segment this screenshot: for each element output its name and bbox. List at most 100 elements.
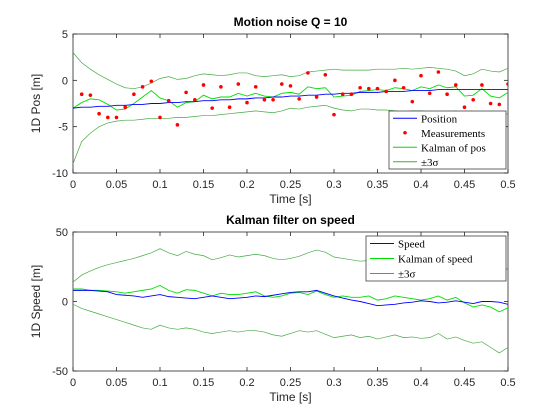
- position-measurement-point: [79, 92, 84, 97]
- speed-legend-label: Speed: [398, 239, 425, 251]
- speed-chart-title: Kalman filter on speed: [226, 213, 355, 227]
- position-legend-label: ±3σ: [421, 157, 439, 169]
- position-x-tick-label: 0: [70, 179, 76, 191]
- position-measurement-point: [340, 92, 345, 97]
- position-measurement-point: [271, 97, 275, 102]
- position-legend: Position Measurements Kalman of pos ±3σ: [388, 110, 507, 170]
- speed-legend: Speed Kalman of speed ±3σ: [365, 235, 507, 282]
- position-measurement-point: [323, 72, 328, 77]
- position-measurement-point: [349, 92, 354, 97]
- position-chart-title: Motion noise Q = 10: [234, 15, 348, 29]
- position-measurement-point: [436, 70, 441, 74]
- position-measurement-point: [262, 97, 267, 102]
- speed-x-tick-label: 0.2: [239, 377, 254, 389]
- speed-x-axis-label: Time [s]: [269, 390, 311, 404]
- speed-x-tick-label: 0.4: [413, 377, 428, 389]
- position-legend-label: Position: [421, 113, 458, 125]
- speed-x-tick-label: 0.45: [454, 377, 475, 389]
- position-x-tick-label: 0.3: [326, 179, 341, 191]
- speed-y-tick-label: 0: [62, 297, 68, 309]
- position-x-tick-label: 0.2: [239, 179, 254, 191]
- position-y-tick-label: 0: [62, 75, 68, 87]
- position-measurement-point: [506, 82, 508, 86]
- speed-x-tick-label: 0.1: [152, 377, 167, 389]
- speed-legend-label: Kalman of speed: [398, 254, 473, 266]
- position-measurement-point: [375, 86, 380, 91]
- position-measurement-point: [158, 115, 162, 120]
- position-measurement-point: [253, 85, 258, 89]
- position-measurement-point: [445, 92, 449, 97]
- speed-series-minus-3sigma-line: [73, 303, 508, 354]
- position-measurement-point: [97, 111, 101, 116]
- position-measurement-point: [358, 85, 362, 90]
- position-measurement-point: [245, 100, 249, 105]
- position-x-tick-label: 0.1: [152, 179, 167, 191]
- speed-x-tick-label: 0.25: [280, 377, 301, 389]
- position-series-position-line: [73, 89, 508, 109]
- speed-subplot: 0 0.05 0.1 0.15 0.2 0.25 0.3 0.35 0.4 0.45 0.5-500…: [29, 213, 516, 404]
- position-series-kalman-of-pos-line: [73, 84, 508, 111]
- position-x-tick-label: 0.05: [106, 179, 127, 191]
- position-measurement-point: [419, 73, 423, 78]
- position-measurement-point: [123, 105, 127, 110]
- position-measurement-point: [401, 85, 406, 90]
- speed-x-tick-label: 0.05: [106, 377, 127, 389]
- position-plot-area: [73, 52, 508, 164]
- position-x-tick-label: 0.45: [454, 179, 475, 191]
- speed-series-kalman-of-speed-line: [73, 285, 508, 313]
- position-measurement-point: [140, 85, 145, 89]
- speed-y-tick-label: -50: [52, 366, 68, 378]
- position-measurement-point: [332, 112, 336, 117]
- position-legend-swatch: [403, 130, 407, 135]
- position-measurement-point: [427, 91, 432, 96]
- position-measurement-point: [367, 86, 371, 91]
- speed-legend-label: ±3σ: [398, 269, 416, 281]
- position-measurement-point: [106, 115, 110, 120]
- position-measurement-point: [454, 83, 458, 87]
- position-measurement-point: [471, 97, 476, 102]
- position-x-tick-label: 0.15: [193, 179, 214, 191]
- position-x-tick-label: 0.35: [367, 179, 388, 191]
- speed-y-axis-label: 1D Speed [m]: [29, 265, 43, 338]
- position-y-tick-label: 5: [62, 29, 68, 41]
- position-measurement-point: [480, 83, 484, 87]
- position-subplot: 0 0.05 0.1 0.15 0.2 0.25 0.3 0.35 0.4 0.45 0.5 -10 -…: [29, 15, 516, 206]
- position-y-tick-label: -10: [52, 168, 68, 180]
- speed-x-tick-label: 0.5: [500, 377, 515, 389]
- position-measurement-point: [227, 105, 232, 110]
- speed-x-tick-label: 0.35: [367, 377, 388, 389]
- position-measurement-point: [314, 95, 319, 99]
- position-measurement-point: [201, 83, 206, 87]
- speed-x-tick-label: 0.15: [193, 377, 214, 389]
- position-measurement-point: [114, 115, 119, 120]
- position-measurement-point: [410, 99, 415, 104]
- position-legend-label: Measurements: [421, 128, 485, 140]
- position-measurement-point: [393, 78, 397, 83]
- position-measurement-point: [297, 97, 302, 101]
- position-measurement-point: [175, 123, 180, 127]
- speed-series-speed-line: [73, 289, 508, 307]
- position-x-tick-label: 0.25: [280, 179, 301, 191]
- position-x-tick-label: 0.5: [500, 179, 515, 191]
- position-measurement-point: [236, 82, 241, 86]
- position-legend-label: Kalman of pos: [421, 142, 486, 154]
- speed-x-tick-label: 0: [70, 377, 76, 389]
- position-measurement-point: [497, 102, 502, 107]
- position-measurement-point: [166, 98, 171, 103]
- position-measurement-point: [219, 85, 223, 89]
- position-measurement-point: [384, 89, 389, 94]
- position-measurement-point: [306, 71, 310, 75]
- position-measurement-point: [184, 90, 188, 95]
- position-measurement-point: [488, 101, 493, 106]
- position-x-axis-label: Time [s]: [269, 192, 311, 206]
- position-y-tick-label: -5: [58, 122, 68, 134]
- speed-y-tick-label: 50: [56, 227, 68, 239]
- speed-x-tick-label: 0.3: [326, 377, 341, 389]
- position-measurement-point: [132, 92, 136, 97]
- position-measurement-point: [88, 93, 93, 97]
- position-measurement-point: [149, 79, 154, 84]
- position-legend-box: [388, 110, 507, 170]
- position-measurement-point: [288, 84, 293, 88]
- position-x-tick-label: 0.4: [413, 179, 428, 191]
